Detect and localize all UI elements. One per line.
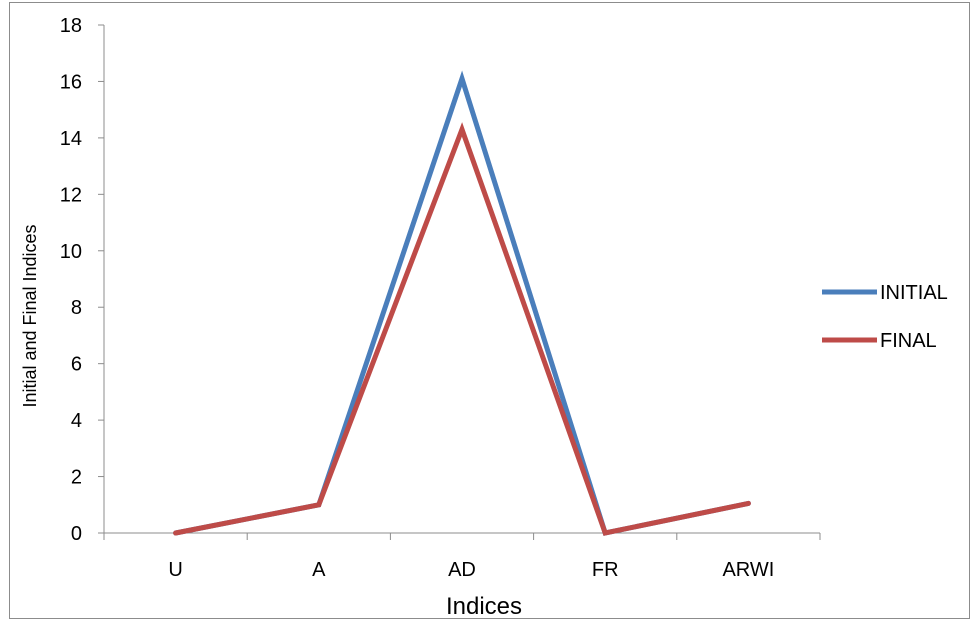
y-tick-label: 12: [60, 184, 82, 206]
x-tick-label: ARWI: [722, 559, 774, 581]
y-tick-label: 4: [71, 410, 82, 432]
y-tick-label: 10: [60, 241, 82, 263]
y-tick-label: 0: [71, 523, 82, 545]
series-line-final: [173, 122, 751, 536]
y-tick-label: 14: [60, 128, 82, 150]
y-tick-label: 6: [71, 354, 82, 376]
y-tick-label: 18: [60, 15, 82, 37]
chart-frame: [9, 2, 970, 619]
series-line-initial: [173, 70, 751, 536]
x-axis-ticks: U A AD FR ARWI: [103, 533, 821, 581]
legend-label-final: FINAL: [880, 330, 937, 352]
x-tick-label: U: [168, 559, 182, 581]
x-tick-label: A: [312, 559, 326, 581]
y-axis-ticks: 0 2 4 6 8 10 12 14 16 18: [60, 15, 104, 545]
legend: INITIAL FINAL: [822, 282, 948, 352]
y-tick-label: 16: [60, 71, 82, 93]
y-tick-label: 2: [71, 467, 82, 489]
x-tick-label: AD: [448, 559, 476, 581]
series-lines: [173, 70, 751, 536]
legend-label-initial: INITIAL: [880, 282, 948, 304]
x-tick-label: FR: [592, 559, 619, 581]
y-tick-label: 8: [71, 297, 82, 319]
x-axis-title: Indices: [446, 593, 522, 620]
y-axis-title: Initial and Final Indices: [20, 224, 40, 407]
